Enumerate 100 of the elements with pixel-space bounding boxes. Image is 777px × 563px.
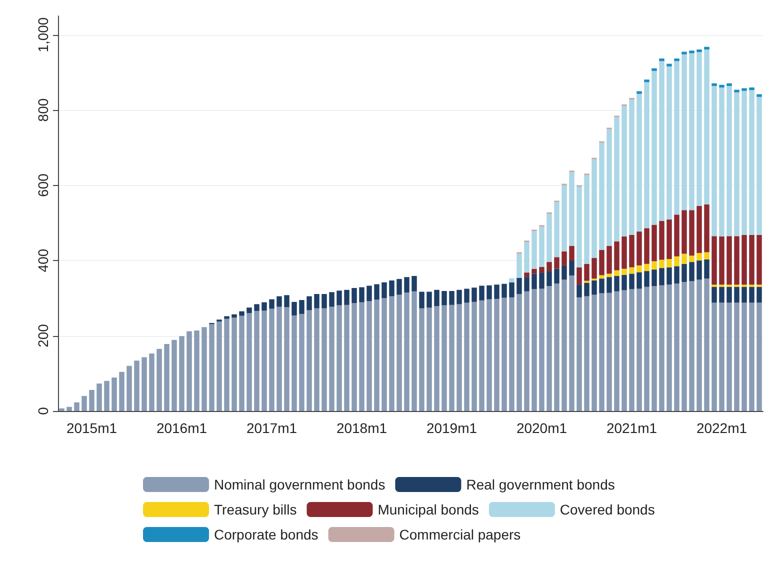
legend-label: Treasury bills [214,502,297,518]
bar [396,278,402,295]
bar [569,260,574,276]
bar [606,274,612,278]
bar [314,294,320,308]
bar [622,106,627,236]
bar [524,242,530,273]
bar [749,302,754,411]
bar [239,316,244,411]
bar [299,314,304,411]
legend-label: Corporate bonds [214,526,318,542]
bar [644,80,650,82]
bar [734,302,740,411]
bar [576,297,582,411]
bar [494,284,500,299]
bar [576,284,582,298]
bar [104,380,110,411]
bar [239,311,244,316]
bar [696,206,702,253]
bar [546,286,552,411]
bar [592,258,597,279]
bar [66,406,72,411]
bar [426,292,432,308]
bar [742,88,747,91]
bar [119,372,124,411]
bar [539,288,544,411]
bar [644,271,650,287]
y-tick-label: 1,000 [35,17,51,52]
bar [712,236,717,285]
bar [756,96,762,235]
bar [292,315,297,411]
bar [606,129,612,246]
bar [726,83,732,86]
bar [276,306,282,411]
bar [194,330,200,411]
bar [202,327,207,411]
bar [322,294,327,308]
bar [404,277,410,292]
bar [562,280,567,411]
bar [629,234,634,268]
bar [292,302,297,316]
bar [689,210,694,256]
bar [434,290,440,306]
bar [756,286,762,303]
bar [682,54,687,210]
bar [636,94,642,232]
bar [696,280,702,411]
x-tick-label: 2017m1 [246,420,298,436]
x-tick-label: 2020m1 [516,420,568,436]
bar [366,286,372,302]
bar [306,296,312,310]
bar [516,294,522,411]
bar [629,274,634,290]
bar [472,288,477,302]
bar [382,282,387,298]
bar [666,267,672,285]
y-tick-label: 200 [35,324,51,348]
bar [179,336,184,411]
bar [629,267,634,274]
bar [224,316,230,319]
bar [704,252,710,260]
bar [584,175,590,264]
bar [126,366,132,411]
bar [254,304,260,311]
bar [606,277,612,293]
bar [456,304,462,411]
bar [509,278,514,282]
bar [262,302,267,311]
bar [269,308,274,411]
bar [592,294,597,411]
bar [374,284,380,300]
bar [749,234,754,285]
bar [712,302,717,411]
bar [682,210,687,254]
bar [472,302,477,411]
bar [232,314,237,318]
bar [359,287,364,302]
bar [636,91,642,94]
bar [149,353,154,411]
bar [156,348,162,411]
bar [652,286,657,411]
y-tick-label: 0 [35,406,51,415]
bar [389,280,394,296]
bar [59,408,64,411]
bar [704,278,710,411]
bar [696,260,702,280]
bar [246,308,252,314]
bar [509,297,514,411]
bar [382,298,387,411]
bar [742,90,747,235]
bar [344,290,350,305]
bar [554,268,560,284]
bar [726,302,732,411]
bar [742,234,747,285]
bar [112,378,117,411]
bar [516,278,522,294]
bar [246,313,252,411]
bar [599,250,604,276]
bar [734,92,740,236]
bar [539,226,544,267]
